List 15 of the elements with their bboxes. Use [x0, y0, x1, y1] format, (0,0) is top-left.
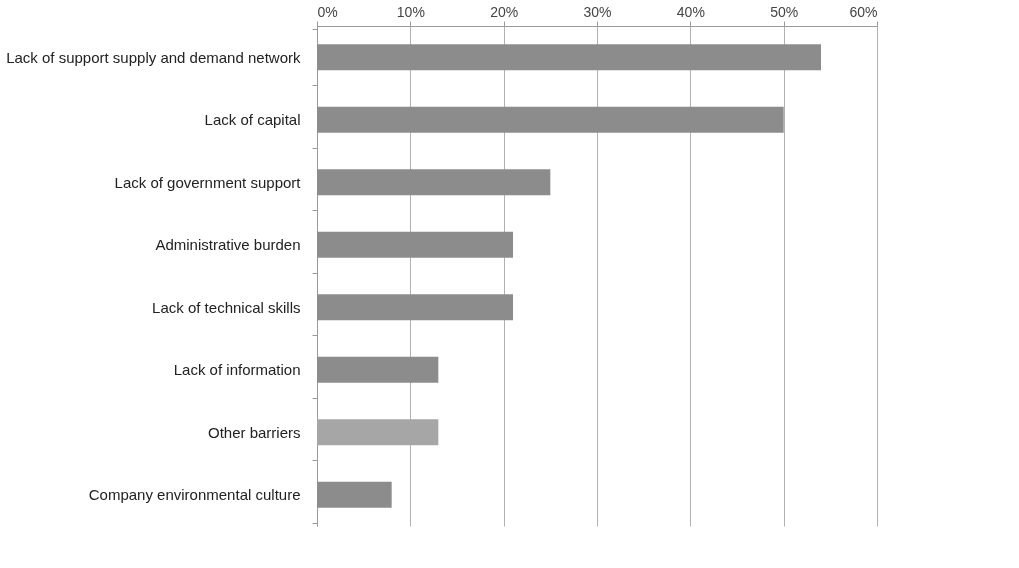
y-tick-label: Other barriers: [207, 423, 301, 441]
y-tick-label: Lack of government support: [114, 173, 302, 191]
y-tick-label: Company environmental culture: [88, 486, 301, 504]
x-tick-label: 0%: [317, 3, 338, 20]
y-tick-label: Lack of capital: [204, 111, 301, 129]
x-tick-label: 10%: [396, 3, 425, 20]
y-tick-label: Administrative burden: [155, 236, 301, 254]
y-tick-label: Lack of information: [173, 361, 301, 379]
x-tick-label: 20%: [490, 3, 519, 20]
y-tick-label: Lack of support supply and demand network: [6, 48, 301, 66]
x-tick-label: 50%: [770, 3, 799, 20]
x-tick-label: 60%: [849, 3, 878, 20]
y-tick-label: Lack of technical skills: [152, 298, 301, 316]
x-tick-label: 30%: [583, 3, 612, 20]
x-tick-label: 40%: [676, 3, 705, 20]
